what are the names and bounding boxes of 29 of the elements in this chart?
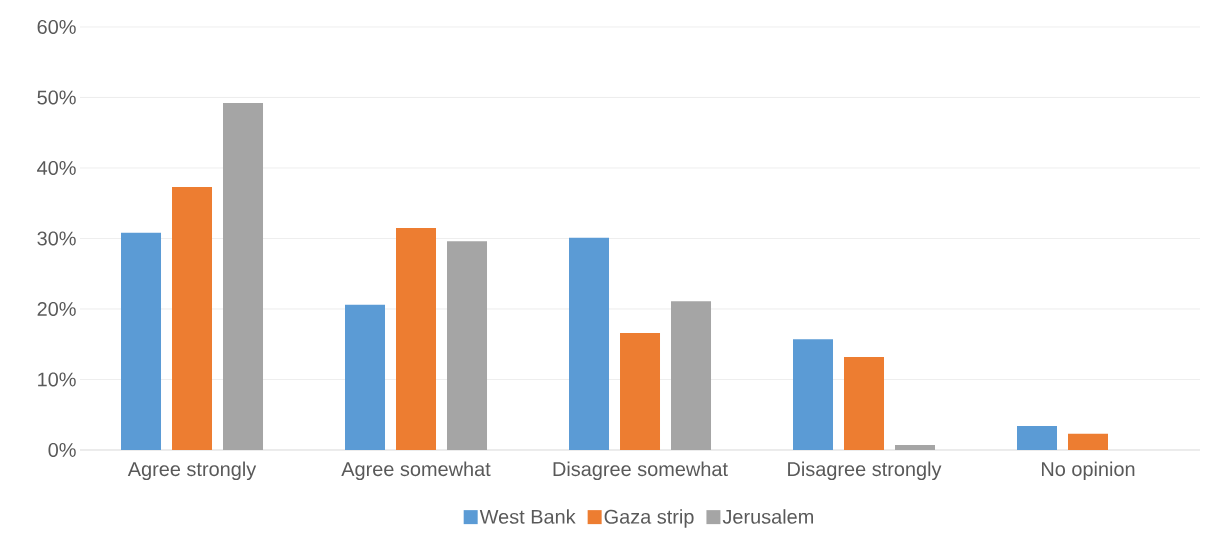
bar — [345, 304, 386, 450]
y-tick-label: 30% — [37, 231, 76, 246]
bar — [844, 356, 885, 450]
y-tick-label: 50% — [37, 90, 76, 105]
bar — [223, 103, 264, 450]
bar — [793, 339, 834, 450]
legend-label: West Bank — [479, 509, 576, 524]
bar — [1068, 433, 1108, 450]
x-tick-label: Disagree somewhat — [553, 461, 728, 481]
x-tick-label: No opinion — [1042, 461, 1135, 481]
y-tick-label: 0% — [48, 442, 76, 458]
y-tick-label: 20% — [37, 301, 76, 317]
bar — [447, 241, 488, 450]
y-tick-label: 10% — [38, 372, 76, 387]
bar — [671, 301, 712, 450]
y-tick-label: 40% — [37, 160, 76, 176]
legend-label: Gaza strip — [604, 509, 694, 528]
bar — [620, 332, 661, 450]
bar — [1017, 426, 1057, 450]
bar — [895, 445, 936, 450]
x-tick-label: Agree somewhat — [341, 461, 491, 481]
bar — [396, 227, 437, 450]
legend-label: Jerusalem — [722, 509, 813, 524]
bar — [172, 187, 213, 450]
bar — [121, 232, 162, 450]
bar — [569, 237, 610, 450]
x-tick-label: Agree strongly — [127, 461, 257, 481]
x-tick-label: Disagree strongly — [788, 461, 942, 481]
y-tick-label: 60% — [37, 19, 76, 35]
